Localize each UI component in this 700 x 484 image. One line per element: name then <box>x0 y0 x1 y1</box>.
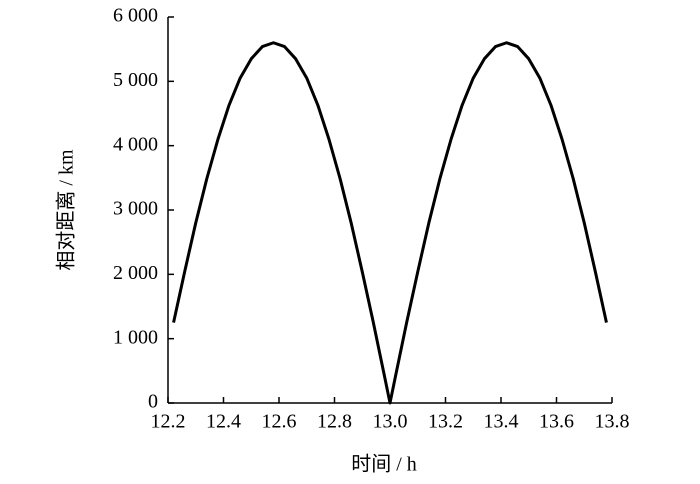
x-tick-label: 12.6 <box>262 411 297 433</box>
y-tick-label: 5 000 <box>113 69 158 91</box>
y-tick-label: 3 000 <box>113 198 158 220</box>
x-tick-label: 13.0 <box>373 411 408 433</box>
y-tick-label: 0 <box>148 391 158 413</box>
y-tick-label: 1 000 <box>113 326 158 348</box>
x-tick-label: 13.4 <box>484 411 519 433</box>
data-line <box>172 41 608 405</box>
y-tick-label: 4 000 <box>113 133 158 155</box>
x-tick-label: 13.6 <box>539 411 574 433</box>
x-tick-label: 13.8 <box>595 411 630 433</box>
y-tick-label: 2 000 <box>113 262 158 284</box>
y-axis-label: 相对距离 / km <box>55 149 78 271</box>
x-tick-label: 12.2 <box>151 411 186 433</box>
x-axis-label: 时间 / h <box>351 453 417 476</box>
x-tick-label: 13.2 <box>428 411 463 433</box>
x-tick-label: 12.8 <box>317 411 352 433</box>
x-tick-label: 12.4 <box>206 411 241 433</box>
y-tick-label: 6 000 <box>113 5 158 27</box>
